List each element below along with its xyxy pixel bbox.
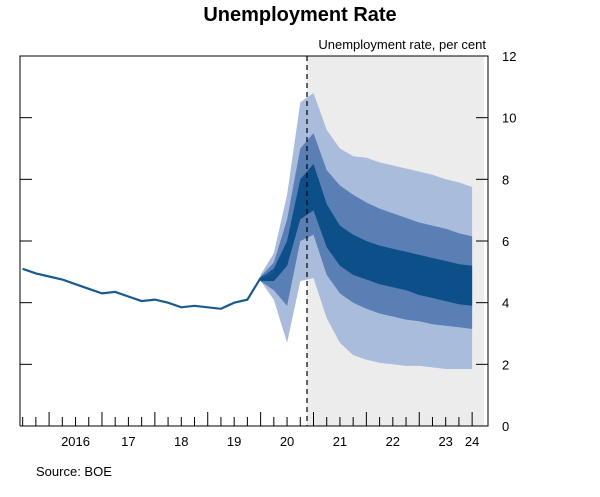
x-tick-label: 20 (280, 434, 294, 449)
x-tick-label: 24 (465, 434, 479, 449)
series-line-unemployment (22, 267, 275, 310)
source-note: Source: BOE (36, 464, 112, 479)
fan-band-inner (260, 163, 473, 306)
fan-chart-bands (260, 93, 473, 369)
x-tick-label: 19 (227, 434, 241, 449)
x-tick-label: 17 (121, 434, 135, 449)
y-axis-title: Unemployment rate, per cent (318, 37, 486, 52)
y-tick-label: 10 (502, 111, 516, 126)
y-tick-label: 0 (502, 419, 509, 434)
x-tick-label: 18 (174, 434, 188, 449)
x-tick-label: 2016 (61, 434, 90, 449)
y-tick-label: 6 (502, 234, 509, 249)
y-tick-label: 12 (502, 49, 516, 64)
y-tick-label: 4 (502, 296, 509, 311)
x-axis-ticks: 2016 17 18 19 20 21 22 23 24 (22, 412, 479, 449)
y-tick-label: 2 (502, 357, 509, 372)
x-tick-label: 23 (438, 434, 452, 449)
y-tick-label: 8 (502, 172, 509, 187)
x-tick-label: 22 (386, 434, 400, 449)
y-axis-ticks: 0 2 4 6 8 10 12 (20, 49, 516, 434)
x-tick-label: 21 (333, 434, 347, 449)
chart-title: Unemployment Rate (203, 4, 397, 26)
